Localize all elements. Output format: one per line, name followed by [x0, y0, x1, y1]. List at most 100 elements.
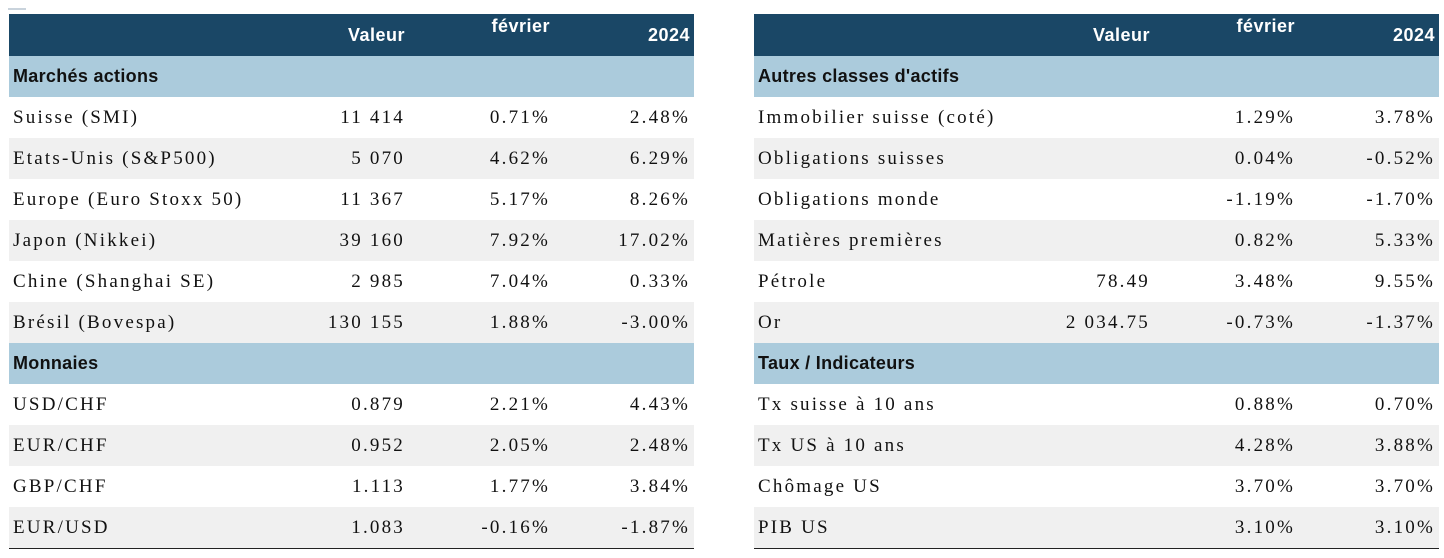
header-row: Valeur février 2024: [754, 14, 1439, 56]
row-label: Tx US à 10 ans: [754, 425, 1019, 466]
table-row: Immobilier suisse (coté) 1.29% 3.78%: [754, 97, 1439, 138]
row-label: USD/CHF: [9, 384, 264, 425]
section-title: Marchés actions: [9, 56, 694, 97]
header-2024: 2024: [554, 14, 694, 56]
row-label: PIB US: [754, 507, 1019, 549]
row-ytd: -1.70%: [1366, 188, 1435, 210]
row-february: 7.92%: [409, 220, 554, 261]
row-label: Matières premières: [754, 220, 1019, 261]
row-value: [1019, 384, 1154, 425]
row-february: 1.88%: [409, 302, 554, 343]
row-ytd: 3.84%: [554, 466, 694, 507]
row-ytd: 6.29%: [554, 138, 694, 179]
table-row: USD/CHF 0.879 2.21% 4.43%: [9, 384, 694, 425]
row-february: 3.70%: [1154, 466, 1299, 507]
markets-table: Valeur février 2024 Marchés actions Suiss…: [9, 14, 694, 549]
row-ytd: -1.87%: [554, 507, 694, 549]
row-february: 5.17%: [489, 188, 550, 210]
table-row: Obligations suisses 0.04% -0.52%: [754, 138, 1439, 179]
row-label: Europe (Euro Stoxx 50): [13, 188, 244, 210]
row-february: 0.71%: [489, 106, 550, 128]
header-valeur: Valeur: [264, 14, 409, 56]
table-row: Suisse (SMI) 11 414 0.71% 2.48%: [9, 97, 694, 138]
row-value: 0.952: [264, 425, 409, 466]
row-value: 11 414: [340, 106, 405, 128]
header-label: [9, 14, 264, 56]
section-header: Taux / Indicateurs: [754, 343, 1439, 384]
row-label: Brésil (Bovespa): [9, 302, 264, 343]
row-value: 2 034.75: [1019, 302, 1154, 343]
row-label: EUR/USD: [9, 507, 264, 549]
row-ytd: 2.48%: [554, 425, 694, 466]
row-value: [1019, 97, 1154, 138]
row-label: Etats-Unis (S&P500): [9, 138, 264, 179]
table-row: Tx US à 10 ans 4.28% 3.88%: [754, 425, 1439, 466]
row-value: 78.49: [1096, 270, 1150, 292]
row-value: 11 367: [340, 188, 405, 210]
row-value: 130 155: [264, 302, 409, 343]
row-february: 4.28%: [1154, 425, 1299, 466]
row-ytd: 0.33%: [629, 270, 690, 292]
row-february: 2.05%: [409, 425, 554, 466]
section-header: Autres classes d'actifs: [754, 56, 1439, 97]
row-ytd: 8.26%: [629, 188, 690, 210]
row-february: 3.10%: [1154, 507, 1299, 549]
row-value: 1.113: [264, 466, 409, 507]
row-february: -0.73%: [1154, 302, 1299, 343]
corner-mark: [8, 8, 26, 10]
row-value: 0.879: [264, 384, 409, 425]
row-label: Chine (Shanghai SE): [13, 270, 216, 292]
header-fevrier: février: [1154, 14, 1299, 56]
row-value: 5 070: [264, 138, 409, 179]
row-february: 3.48%: [1234, 270, 1295, 292]
header-valeur: Valeur: [1019, 14, 1154, 56]
table-row: Tx suisse à 10 ans 0.88% 0.70%: [754, 384, 1439, 425]
row-february: 1.77%: [409, 466, 554, 507]
table-row: Chômage US 3.70% 3.70%: [754, 466, 1439, 507]
row-label: Suisse (SMI): [13, 106, 140, 128]
row-ytd: 3.10%: [1299, 507, 1439, 549]
row-february: 0.88%: [1154, 384, 1299, 425]
row-ytd: -3.00%: [554, 302, 694, 343]
other-assets-table: Valeur février 2024 Autres classes d'act…: [754, 14, 1439, 549]
row-value: [1019, 220, 1154, 261]
row-label: GBP/CHF: [9, 466, 264, 507]
row-ytd: 3.88%: [1299, 425, 1439, 466]
section-header: Marchés actions: [9, 56, 694, 97]
row-label: Immobilier suisse (coté): [758, 106, 996, 128]
row-label: Chômage US: [754, 466, 1019, 507]
row-february: -1.19%: [1226, 188, 1295, 210]
row-february: 0.04%: [1154, 138, 1299, 179]
row-ytd: 9.55%: [1374, 270, 1435, 292]
row-february: -0.16%: [409, 507, 554, 549]
row-ytd: 2.48%: [629, 106, 690, 128]
row-ytd: 3.70%: [1299, 466, 1439, 507]
section-header: Monnaies: [9, 343, 694, 384]
table-row: EUR/CHF 0.952 2.05% 2.48%: [9, 425, 694, 466]
row-value: 2 985: [351, 270, 405, 292]
table-row: Matières premières 0.82% 5.33%: [754, 220, 1439, 261]
row-ytd: 5.33%: [1299, 220, 1439, 261]
section-title: Monnaies: [9, 343, 694, 384]
table-row: Or 2 034.75 -0.73% -1.37%: [754, 302, 1439, 343]
row-label: Japon (Nikkei): [9, 220, 264, 261]
row-label: Pétrole: [758, 270, 828, 292]
section-title: Taux / Indicateurs: [754, 343, 1439, 384]
row-value: [1019, 425, 1154, 466]
table-row: Europe (Euro Stoxx 50) 11 367 5.17% 8.26%: [9, 179, 694, 220]
row-label: Or: [754, 302, 1019, 343]
section-title: Autres classes d'actifs: [754, 56, 1439, 97]
table-row: Brésil (Bovespa) 130 155 1.88% -3.00%: [9, 302, 694, 343]
header-fevrier: février: [409, 14, 554, 56]
row-february: 7.04%: [489, 270, 550, 292]
header-label: [754, 14, 1019, 56]
row-ytd: 4.43%: [554, 384, 694, 425]
table-row: PIB US 3.10% 3.10%: [754, 507, 1439, 549]
row-value: [1019, 138, 1154, 179]
table-row: Obligations monde -1.19% -1.70%: [754, 179, 1439, 220]
row-label: EUR/CHF: [9, 425, 264, 466]
row-february: 1.29%: [1234, 106, 1295, 128]
row-february: 4.62%: [409, 138, 554, 179]
row-value: 39 160: [264, 220, 409, 261]
row-value: [1019, 466, 1154, 507]
